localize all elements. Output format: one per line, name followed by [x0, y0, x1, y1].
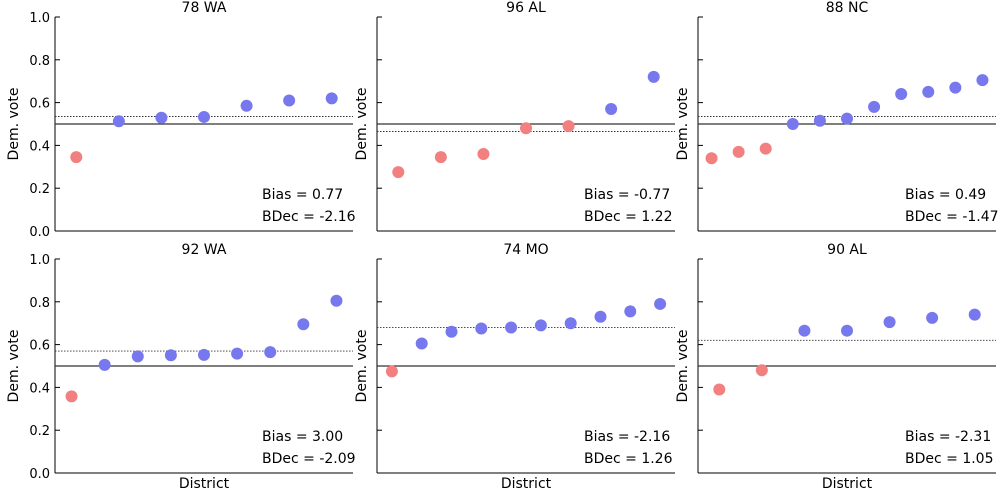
panel-1-point-1 [70, 151, 83, 164]
panel-6-point-4 [841, 324, 853, 337]
panel-3-point-11 [976, 74, 989, 87]
panel-5-point-6 [534, 319, 547, 332]
panel-4-point-5 [198, 348, 210, 361]
panel-5-point-3 [445, 325, 458, 338]
panel-2-bdec-text: BDec = 1.22 [584, 209, 673, 225]
panel-4-ytick-label-4: 0.8 [29, 296, 50, 311]
panel-4-point-1 [65, 390, 78, 403]
panel-2-point-6 [605, 103, 618, 116]
panel-6-point-7 [968, 308, 981, 321]
panel-2-point-7 [647, 70, 660, 83]
panel-4-bdec-text: BDec = -2.09 [262, 451, 356, 467]
panel-3-point-5 [813, 114, 826, 127]
panel-5-ylabel: Dem. vote [354, 330, 370, 403]
panel-2-title: 96 AL [506, 0, 546, 16]
panel-1-ytick-label-1: 0.2 [29, 182, 50, 197]
panel-3-point-1 [705, 152, 718, 165]
panel-5-point-8 [594, 310, 607, 323]
panel-5-point-7 [564, 317, 577, 330]
panel-4-ylabel: Dem. vote [6, 330, 22, 403]
panel-6-point-1 [713, 383, 726, 396]
panel-1-ytick-label-4: 0.8 [29, 54, 50, 69]
panel-4-xlabel: District [179, 476, 230, 490]
panel-6-point-5 [883, 316, 896, 329]
panel-5-point-5 [505, 321, 518, 334]
panel-5-point-1 [385, 365, 398, 378]
panel-1-ytick-label-3: 0.6 [29, 97, 50, 112]
panel-4-ytick-label-2: 0.4 [29, 381, 50, 396]
panel-4-point-4 [164, 349, 177, 362]
panel-1-point-6 [283, 94, 296, 107]
panel-1-point-3 [155, 111, 168, 124]
panel-3-point-4 [786, 118, 799, 130]
panel-4-point-8 [297, 318, 310, 331]
panel-4-point-3 [131, 350, 144, 363]
panel-1-point-4 [198, 110, 210, 123]
panel-1-ytick-label-2: 0.4 [29, 139, 50, 154]
panel-5-point-2 [415, 337, 428, 350]
panel-4-ytick-label-0: 0.0 [29, 467, 50, 482]
panel-3-point-2 [732, 145, 745, 158]
panel-4-ytick-label-3: 0.6 [29, 339, 50, 354]
panel-3-point-8 [895, 88, 908, 101]
panel-6-point-6 [926, 311, 939, 324]
panel-4-ytick-label-1: 0.2 [29, 424, 50, 439]
panel-6-xlabel: District [822, 476, 873, 490]
panel-6-ylabel: Dem. vote [675, 330, 691, 403]
panel-6-title: 90 AL [827, 242, 867, 258]
panel-1-ytick-label-5: 1.0 [29, 11, 50, 26]
panel-3-point-3 [759, 142, 772, 155]
panel-2-ylabel: Dem. vote [354, 88, 370, 161]
panel-5-bdec-text: BDec = 1.26 [584, 451, 673, 467]
panel-3-bias-text: Bias = 0.49 [905, 187, 986, 203]
panel-1-ylabel: Dem. vote [6, 88, 22, 161]
panel-4-bias-text: Bias = 3.00 [262, 429, 343, 445]
panel-3-point-10 [949, 81, 962, 94]
panel-3-bdec-text: BDec = -1.47 [905, 209, 999, 225]
panel-4-point-9 [330, 294, 343, 307]
panel-1-bdec-text: BDec = -2.16 [262, 209, 356, 225]
panel-3-title: 88 NC [826, 0, 869, 16]
panel-2-point-4 [520, 122, 532, 135]
panel-6-point-3 [798, 324, 811, 337]
panel-5-title: 74 MO [503, 242, 548, 258]
panel-6-point-2 [755, 364, 768, 377]
panel-1-bias-text: Bias = 0.77 [262, 187, 343, 203]
panel-2-point-3 [477, 147, 490, 160]
panel-1-point-5 [240, 99, 253, 112]
panel-4-point-6 [231, 347, 244, 360]
panel-5-point-4 [475, 322, 488, 335]
panel-5-xlabel: District [501, 476, 552, 490]
panel-1-point-7 [325, 92, 338, 105]
panel-2-point-2 [434, 151, 447, 164]
panel-5-bias-text: Bias = -2.16 [584, 429, 670, 445]
panel-4-point-7 [264, 346, 277, 359]
panel-4-title: 92 WA [182, 242, 227, 258]
panel-5-point-10 [654, 297, 667, 310]
panel-2-bias-text: Bias = -0.77 [584, 187, 670, 203]
panel-3-point-7 [868, 100, 881, 113]
panel-5-point-9 [624, 305, 637, 318]
panel-3-point-9 [922, 85, 935, 98]
panel-2-point-1 [392, 166, 405, 179]
panel-6-bdec-text: BDec = 1.05 [905, 451, 994, 467]
panel-4-ytick-label-5: 1.0 [29, 253, 50, 268]
panel-1-point-2 [112, 115, 125, 128]
panel-1-ytick-label-0: 0.0 [29, 225, 50, 240]
panel-1-title: 78 WA [182, 0, 227, 16]
panel-4-point-2 [98, 358, 111, 371]
panel-3-point-6 [841, 112, 853, 125]
panel-3-ylabel: Dem. vote [675, 88, 691, 161]
panel-6-bias-text: Bias = -2.31 [905, 429, 991, 445]
panel-2-point-5 [562, 120, 575, 133]
